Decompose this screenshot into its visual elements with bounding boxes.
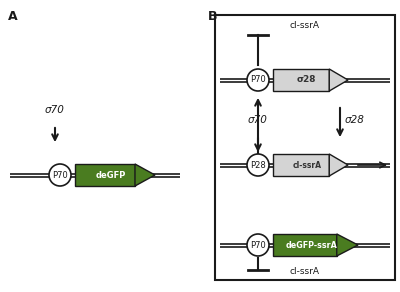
Text: deGFP: deGFP	[96, 171, 126, 180]
Polygon shape	[75, 164, 135, 186]
Text: P28: P28	[250, 161, 266, 169]
Text: B: B	[208, 10, 218, 23]
Polygon shape	[329, 154, 348, 176]
Polygon shape	[135, 164, 155, 186]
Text: σ70: σ70	[45, 105, 65, 115]
Text: P70: P70	[250, 76, 266, 84]
Text: deGFP-ssrA: deGFP-ssrA	[285, 241, 337, 249]
Bar	[215, 15, 395, 280]
Text: A: A	[8, 10, 18, 23]
Text: cl-ssrA: cl-ssrA	[290, 267, 320, 277]
Circle shape	[247, 69, 269, 91]
Polygon shape	[273, 154, 329, 176]
Text: P70: P70	[52, 171, 68, 180]
Circle shape	[49, 164, 71, 186]
Text: σ28: σ28	[297, 76, 316, 84]
Circle shape	[247, 234, 269, 256]
Polygon shape	[273, 234, 337, 256]
Polygon shape	[337, 234, 358, 256]
Text: P70: P70	[250, 241, 266, 249]
Polygon shape	[329, 69, 348, 91]
Text: cl-ssrA: cl-ssrA	[290, 20, 320, 29]
Text: σ70: σ70	[248, 115, 268, 125]
Text: cl-ssrA: cl-ssrA	[292, 161, 321, 169]
Text: σ28: σ28	[345, 115, 365, 125]
Circle shape	[247, 154, 269, 176]
Polygon shape	[273, 69, 329, 91]
